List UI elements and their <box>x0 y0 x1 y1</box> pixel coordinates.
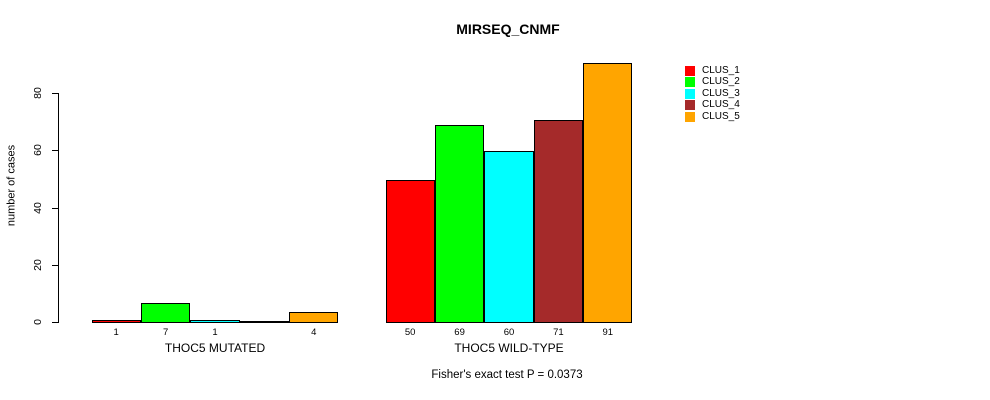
legend-swatch-icon <box>685 100 695 111</box>
bar-value-label: 91 <box>602 327 614 338</box>
y-axis-tick <box>52 93 58 94</box>
group-label: THOC5 MUTATED <box>164 341 266 355</box>
bar-clus_2 <box>140 303 191 323</box>
legend-label: CLUS_3 <box>702 87 740 99</box>
y-tick-label: 80 <box>32 87 44 99</box>
legend-label: CLUS_5 <box>702 110 740 122</box>
legend-item-clus_1: CLUS_1 <box>685 65 740 77</box>
bar-value-label: 50 <box>404 327 416 338</box>
y-tick-label: 0 <box>32 319 44 325</box>
legend: CLUS_1 CLUS_2 CLUS_3 CLUS_4 CLUS_5 <box>685 65 740 123</box>
bar-value-label: 71 <box>553 327 564 338</box>
legend-item-clus_2: CLUS_2 <box>685 77 740 89</box>
bar-clus_2 <box>434 125 485 323</box>
bar-clus_4 <box>239 321 290 323</box>
y-tick-label: 20 <box>32 258 44 271</box>
bar-value-label: 1 <box>212 327 218 338</box>
y-axis-tick <box>52 322 58 323</box>
legend-label: CLUS_1 <box>702 64 740 76</box>
y-tick-label: 60 <box>32 144 44 157</box>
bar-clus_3 <box>190 320 240 323</box>
bar-clus_1 <box>385 180 435 323</box>
legend-label: CLUS_4 <box>702 99 740 111</box>
bar-value-label: 69 <box>454 327 465 338</box>
y-axis-tick <box>52 207 58 209</box>
bar-clus_5 <box>289 312 339 323</box>
legend-swatch-icon <box>685 88 695 99</box>
bar-value-label: 4 <box>311 327 317 338</box>
y-axis-label: number of cases <box>5 144 18 227</box>
bar-clus_3 <box>484 151 534 323</box>
legend-swatch-icon <box>685 77 695 88</box>
bar-clus_4 <box>533 120 584 323</box>
legend-item-clus_3: CLUS_3 <box>685 88 740 100</box>
y-tick-label: 40 <box>32 201 44 214</box>
bar-value-label: 1 <box>113 327 119 338</box>
legend-label: CLUS_2 <box>702 76 740 88</box>
bar-value-label: 60 <box>503 327 515 338</box>
legend-item-clus_4: CLUS_4 <box>685 100 740 112</box>
legend-swatch-icon <box>685 65 695 76</box>
y-axis-tick <box>52 264 58 266</box>
legend-swatch-icon <box>685 111 695 122</box>
bar-clus_5 <box>583 63 633 323</box>
chart-title: MIRSEQ_CNMF <box>456 21 560 37</box>
group-label: THOC5 WILD-TYPE <box>454 341 564 355</box>
bar-clus_1 <box>91 320 141 323</box>
y-axis-tick <box>52 150 58 152</box>
y-axis-line <box>58 93 59 323</box>
fisher-test-subtitle: Fisher's exact test P = 0.0373 <box>431 369 583 381</box>
legend-item-clus_5: CLUS_5 <box>685 111 740 123</box>
bar-value-label: 7 <box>162 327 169 338</box>
